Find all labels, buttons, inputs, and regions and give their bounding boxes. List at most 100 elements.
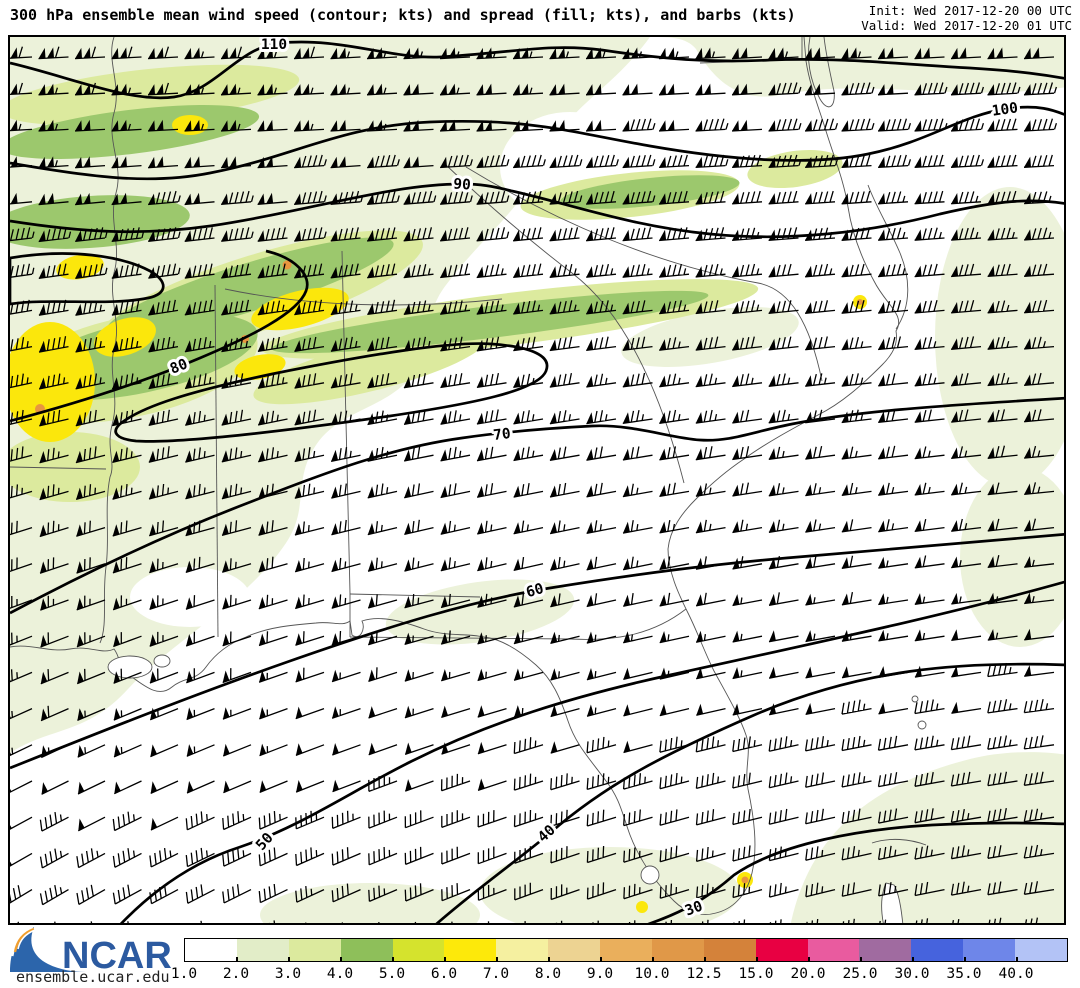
colorbar-segment xyxy=(755,939,808,961)
colorbar-tick-label: 4.0 xyxy=(326,966,354,982)
contour-line xyxy=(10,396,1064,615)
colorbar-tick xyxy=(808,957,810,962)
colorbar-tick xyxy=(652,957,654,962)
plot-title: 300 hPa ensemble mean wind speed (contou… xyxy=(10,6,796,24)
colorbar-segment xyxy=(185,939,237,961)
colorbar-segment xyxy=(548,939,600,961)
ncar-logo-swoosh xyxy=(10,927,86,972)
bahamas-island xyxy=(881,882,904,923)
wind-speed-contours xyxy=(10,40,1064,923)
colorbar-segment xyxy=(444,939,497,961)
contour-line xyxy=(10,105,1064,181)
colorbar-tick-label: 7.0 xyxy=(482,966,510,982)
state-border xyxy=(349,593,481,598)
map-canvas: 110 100 90 80 70 60 50 40 30 xyxy=(8,35,1066,925)
valid-time: Valid: Wed 2017-12-20 01 UTC xyxy=(861,18,1072,33)
contour-line xyxy=(10,533,1064,770)
colorbar-tick-label: 20.0 xyxy=(790,966,826,982)
colorbar-tick-label: 1.0 xyxy=(170,966,198,982)
colorbar-tick xyxy=(600,957,602,962)
lake-pontchartrain xyxy=(107,655,153,679)
colorbar-tick-label: 3.0 xyxy=(274,966,302,982)
colorbar-tick-label: 5.0 xyxy=(378,966,406,982)
outer-banks xyxy=(867,184,909,330)
wind-barbs-layer xyxy=(10,46,1058,923)
colorbar-tick xyxy=(964,957,966,962)
colorbar-tick xyxy=(236,957,238,962)
contour-label: 70 xyxy=(492,426,511,444)
colorbar-tick-label: 40.0 xyxy=(998,966,1034,982)
spread-fill-layer xyxy=(10,37,1064,923)
colorbar-tick xyxy=(1016,957,1018,962)
init-time: Init: Wed 2017-12-20 00 UTC xyxy=(868,3,1072,18)
colorbar-tick-label: 15.0 xyxy=(738,966,774,982)
mississippi-river xyxy=(99,37,119,644)
coastline xyxy=(10,37,900,915)
colorbar-tick xyxy=(496,957,498,962)
colorbar-tick xyxy=(392,957,394,962)
colorbar-segment xyxy=(807,939,860,961)
contour-line xyxy=(647,821,1064,923)
colorbar-segment xyxy=(859,939,912,961)
bahamas-island xyxy=(871,838,927,846)
colorbar-tick xyxy=(548,957,550,962)
colorbar-segment xyxy=(1015,939,1067,961)
colorbar-ticks xyxy=(184,957,1068,968)
contour-label: 100 xyxy=(991,100,1019,119)
ncar-logo: NCAR xyxy=(10,926,172,974)
state-border xyxy=(10,466,107,470)
contour-line xyxy=(119,580,1064,923)
contour-line xyxy=(435,662,1064,923)
colorbar-tick-label: 9.0 xyxy=(586,966,614,982)
colorbar-tick-label: 2.0 xyxy=(222,966,250,982)
contour-line xyxy=(10,40,1064,100)
colorbar-segment xyxy=(703,939,756,961)
colorbar-tick xyxy=(912,957,914,962)
colorbar-tick xyxy=(756,957,758,962)
colorbar-tick-label: 12.5 xyxy=(686,966,722,982)
contour-line xyxy=(10,249,309,423)
chesapeake-bay xyxy=(808,37,835,108)
run-times: Init: Wed 2017-12-20 00 UTC Valid: Wed 2… xyxy=(861,3,1072,33)
footer-url: ensemble.ucar.edu xyxy=(16,968,170,986)
colorbar-segment xyxy=(911,939,964,961)
colorbar-segment xyxy=(963,939,1015,961)
colorbar-tick xyxy=(288,957,290,962)
colorbar-tick xyxy=(704,957,706,962)
state-border xyxy=(349,608,687,640)
contour-label: 110 xyxy=(261,37,287,53)
colorbar-tick-label: 10.0 xyxy=(634,966,670,982)
lake xyxy=(153,654,171,668)
colorbar-tick xyxy=(340,957,342,962)
ncar-logo-text: NCAR xyxy=(62,935,172,974)
spread-colorbar xyxy=(184,938,1068,962)
colorbar-tick xyxy=(444,957,446,962)
island xyxy=(917,720,927,730)
colorbar-tick xyxy=(860,957,862,962)
colorbar-tick-label: 25.0 xyxy=(842,966,878,982)
colorbar-tick-label: 8.0 xyxy=(534,966,562,982)
island xyxy=(911,695,919,703)
colorbar-tick-label: 35.0 xyxy=(946,966,982,982)
contour-line xyxy=(114,342,549,443)
colorbar-segment xyxy=(651,939,704,961)
state-border xyxy=(465,166,823,382)
state-border xyxy=(445,164,685,484)
state-border xyxy=(214,284,219,638)
colorbar-tick-label: 6.0 xyxy=(430,966,458,982)
colorbar-segment xyxy=(496,939,549,961)
colorbar-segment xyxy=(392,939,445,961)
colorbar-segment xyxy=(600,939,652,961)
colorbar-labels: 1.0 2.0 3.0 4.0 5.0 6.0 7.0 8.0 9.0 10.0 12.5 15.0 2… xyxy=(171,966,1080,984)
state-border xyxy=(224,288,503,306)
colorbar-tick-label: 30.0 xyxy=(894,966,930,982)
state-border xyxy=(341,250,351,637)
colorbar-segment xyxy=(340,939,393,961)
contour-line xyxy=(10,252,165,306)
colorbar-segment xyxy=(288,939,341,961)
contour-label: 90 xyxy=(453,176,472,193)
colorbar-segment xyxy=(236,939,289,961)
contour-line xyxy=(10,182,1064,239)
